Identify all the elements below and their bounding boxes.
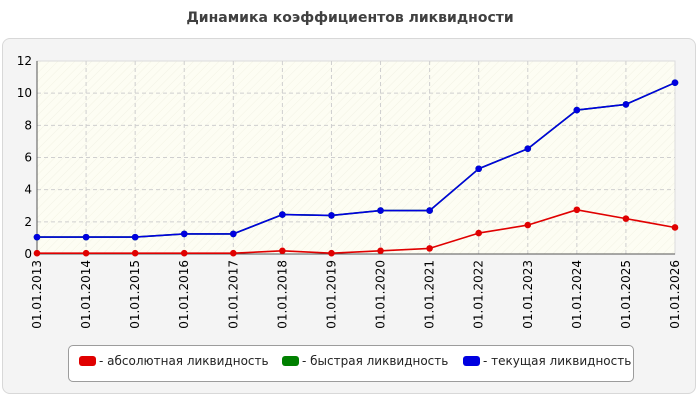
data-point-series-2[interactable] bbox=[279, 211, 286, 218]
x-tick-label: 01.01.2015 bbox=[128, 260, 142, 329]
x-tick-label: 01.01.2024 bbox=[570, 260, 584, 329]
data-point-series-2[interactable] bbox=[82, 233, 90, 241]
y-tick-label: 2 bbox=[24, 215, 32, 229]
data-point-series-2[interactable] bbox=[377, 207, 384, 214]
data-point-series-2[interactable] bbox=[622, 101, 630, 108]
x-tick-label: 01.01.2018 bbox=[275, 260, 289, 329]
data-point-series-2[interactable] bbox=[131, 233, 139, 241]
data-point-series-2[interactable] bbox=[671, 79, 679, 87]
data-point-series-0[interactable] bbox=[131, 249, 139, 257]
data-point-series-0[interactable] bbox=[475, 229, 482, 237]
data-point-series-0[interactable] bbox=[279, 247, 286, 255]
legend-label-quick: - быстрая ликвидность bbox=[302, 354, 449, 368]
x-tick-label: 01.01.2021 bbox=[423, 260, 437, 329]
y-tick-label: 4 bbox=[24, 183, 32, 197]
data-point-series-2[interactable] bbox=[328, 212, 335, 219]
data-point-series-2[interactable] bbox=[475, 165, 482, 173]
legend-item-absolute: - абсолютная ликвидность bbox=[79, 354, 269, 368]
y-tick-label: 12 bbox=[17, 54, 32, 68]
data-point-series-0[interactable] bbox=[82, 249, 90, 257]
legend-label-absolute: - абсолютная ликвидность bbox=[99, 354, 269, 368]
legend-swatch-red bbox=[79, 356, 96, 366]
x-tick-label: 01.01.2022 bbox=[472, 260, 486, 329]
x-tick-label: 01.01.2014 bbox=[79, 260, 93, 329]
data-point-series-2[interactable] bbox=[524, 145, 532, 152]
y-tick-label: 8 bbox=[24, 118, 32, 132]
data-point-series-0[interactable] bbox=[426, 245, 433, 252]
x-tick-label: 01.01.2016 bbox=[177, 260, 191, 329]
x-tick-label: 01.01.2025 bbox=[619, 260, 633, 329]
x-tick-label: 01.01.2023 bbox=[521, 260, 535, 329]
chart-title: Динамика коэффициентов ликвидности bbox=[186, 10, 514, 26]
data-point-series-2[interactable] bbox=[426, 207, 433, 214]
data-point-series-0[interactable] bbox=[377, 247, 384, 255]
data-point-series-2[interactable] bbox=[573, 106, 581, 114]
y-tick-label: 0 bbox=[24, 247, 32, 261]
data-point-series-2[interactable] bbox=[180, 230, 188, 238]
x-tick-label: 01.01.2017 bbox=[226, 260, 240, 329]
x-tick-label: 01.01.2019 bbox=[324, 260, 338, 329]
series-line-0 bbox=[37, 209, 676, 254]
data-point-series-0[interactable] bbox=[230, 249, 237, 257]
series-line-2 bbox=[37, 81, 676, 238]
data-point-series-2[interactable] bbox=[230, 230, 237, 238]
legend: - абсолютная ликвидность - быстрая ликви… bbox=[68, 345, 634, 382]
legend-item-current: - текущая ликвидность bbox=[463, 354, 631, 368]
data-point-series-0[interactable] bbox=[573, 206, 581, 214]
data-point-series-2[interactable] bbox=[33, 233, 41, 241]
legend-swatch-green bbox=[282, 356, 299, 366]
legend-swatch-blue bbox=[463, 356, 480, 366]
x-tick-label: 01.01.2013 bbox=[30, 260, 44, 329]
x-tick-label: 01.01.2026 bbox=[668, 260, 682, 329]
legend-item-quick: - быстрая ликвидность bbox=[282, 354, 448, 368]
data-point-series-0[interactable] bbox=[524, 221, 532, 229]
legend-label-current: - текущая ликвидность bbox=[483, 354, 632, 368]
y-tick-label: 10 bbox=[17, 86, 32, 100]
data-point-series-0[interactable] bbox=[671, 224, 679, 231]
data-point-series-0[interactable] bbox=[622, 215, 630, 222]
data-point-series-0[interactable] bbox=[33, 249, 41, 257]
data-point-series-0[interactable] bbox=[180, 249, 188, 257]
x-tick-label: 01.01.2020 bbox=[374, 260, 388, 329]
data-point-series-0[interactable] bbox=[328, 249, 335, 257]
y-tick-label: 6 bbox=[24, 151, 32, 165]
